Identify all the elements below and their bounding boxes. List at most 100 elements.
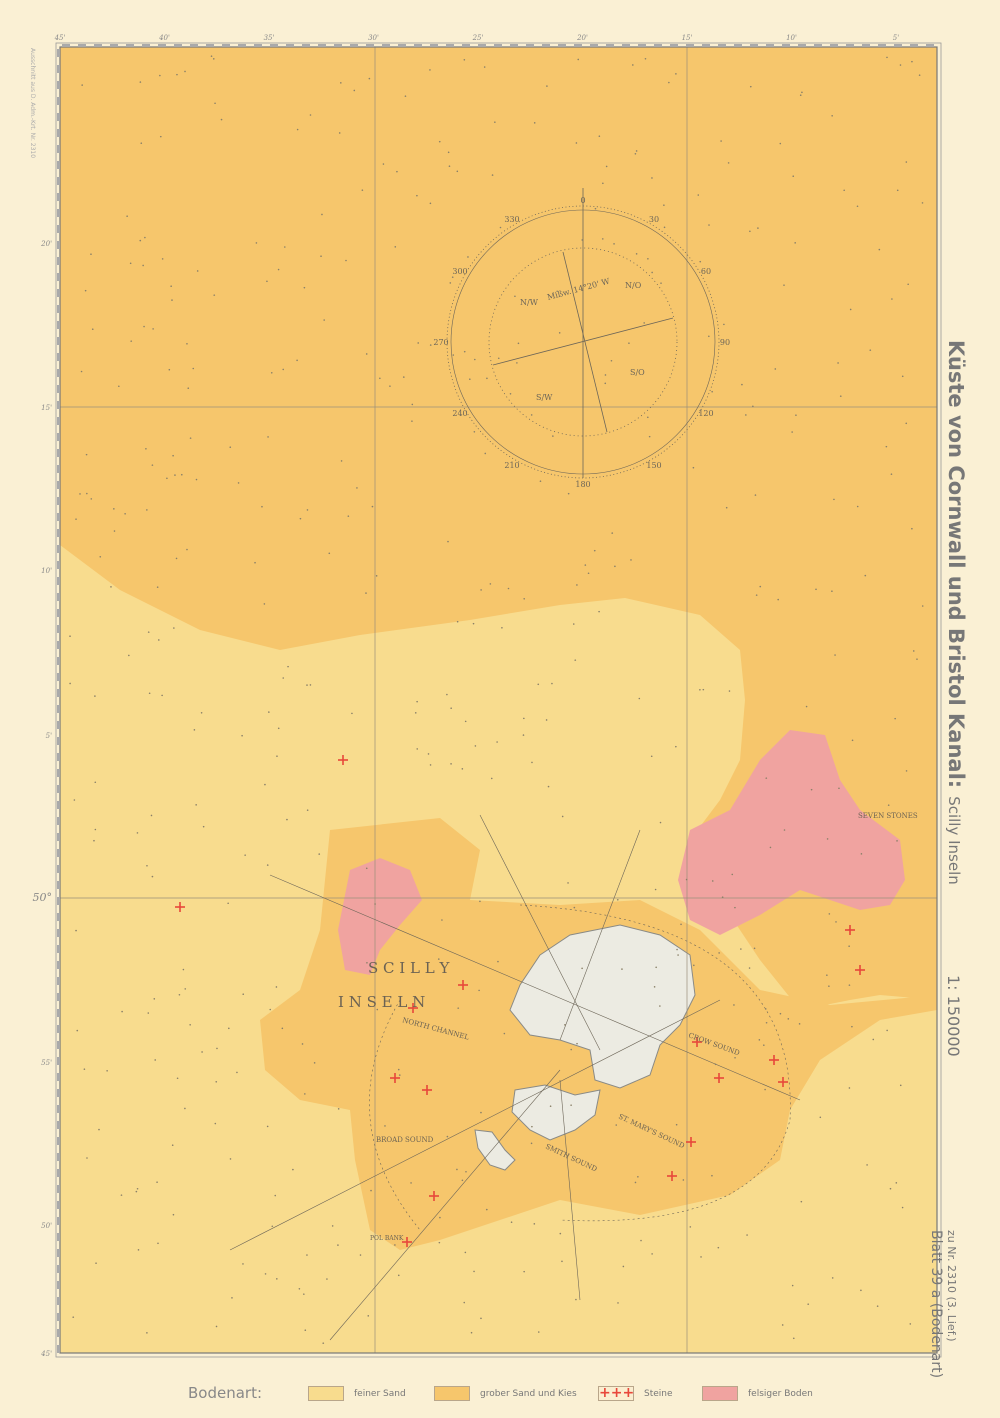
sounding-mark (533, 122, 536, 124)
scale-tick (57, 385, 60, 393)
sounding-mark (396, 170, 398, 173)
scale-tick (57, 1281, 60, 1289)
sounding-mark (417, 342, 420, 344)
sounding-mark (675, 745, 677, 748)
sounding-mark (700, 1256, 702, 1258)
sounding-mark (306, 1254, 308, 1256)
sounding-mark (441, 919, 443, 921)
stone-cross (686, 1137, 696, 1147)
sounding-mark (427, 753, 430, 755)
sounding-mark (292, 1168, 294, 1171)
sounding-mark (229, 446, 232, 449)
sounding-mark (255, 242, 258, 244)
sounding-mark (389, 385, 391, 387)
sounding-mark (531, 761, 533, 764)
scale-tick (57, 1073, 60, 1081)
sounding-mark (275, 986, 278, 988)
sounding-mark (711, 1174, 713, 1177)
sounding-mark (755, 594, 758, 596)
compass-degree-label: 90 (720, 338, 730, 347)
sounding-mark (601, 238, 604, 240)
sounding-mark (361, 189, 364, 191)
scale-tick (206, 44, 214, 47)
scale-tick (57, 337, 60, 345)
sounding-mark (598, 610, 600, 613)
sounding-mark (539, 480, 542, 483)
scale-tick (414, 44, 422, 47)
latitude-label: 15' (41, 404, 52, 412)
sounding-mark (798, 1023, 801, 1025)
sounding-mark (429, 69, 431, 71)
sounding-mark (142, 264, 144, 267)
sounding-mark (794, 242, 796, 244)
sounding-mark (73, 799, 76, 801)
sounding-mark (878, 248, 881, 251)
scale-tick (286, 44, 294, 47)
sounding-mark (522, 734, 525, 736)
scale-tick (57, 49, 60, 57)
latitude-label: 10' (41, 567, 52, 575)
sounding-mark (516, 362, 518, 364)
sounding-mark (659, 821, 662, 824)
sounding-mark (129, 262, 132, 265)
sounding-mark (72, 1316, 75, 1318)
scale-tick (57, 1297, 60, 1305)
sounding-mark (228, 1027, 230, 1030)
sounding-mark (849, 308, 852, 311)
sounding-mark (576, 584, 578, 586)
sounding-mark (170, 285, 172, 288)
sounding-mark (156, 1181, 158, 1183)
scale-tick (542, 44, 550, 47)
sounding-mark (90, 253, 92, 256)
sounding-mark (274, 1194, 277, 1197)
label-scilly: S C I L L Y (368, 959, 450, 977)
chart-reference-number: zu Nr. 2310 (3. Lief.) (945, 1230, 958, 1342)
sounding-mark (523, 717, 525, 720)
scale-tick (398, 44, 406, 47)
sounding-mark (835, 921, 837, 923)
sounding-mark (749, 230, 751, 233)
sounding-mark (549, 1105, 552, 1108)
sounding-mark (890, 473, 893, 475)
sounding-mark (530, 1142, 533, 1145)
sounding-mark (864, 574, 867, 577)
sounding-mark (269, 1008, 272, 1011)
sounding-mark (242, 993, 245, 996)
sounding-mark (86, 1157, 88, 1159)
sounding-mark (176, 1077, 179, 1080)
sounding-mark (446, 693, 448, 696)
scale-tick (446, 44, 454, 47)
legend-label: grober Sand und Kies (480, 1388, 577, 1399)
legend-item-stones: +++ Steine (598, 1386, 673, 1401)
sounding-mark (449, 282, 452, 284)
stone-cross (714, 1073, 724, 1083)
compass-direction-label: S/W (536, 393, 553, 402)
sounding-mark (621, 968, 623, 970)
scale-tick (78, 44, 86, 47)
scale-tick (574, 44, 582, 47)
legend-item-fine-sand: feiner Sand (308, 1386, 406, 1401)
sounding-mark (298, 1288, 301, 1290)
sounding-mark (655, 966, 657, 969)
sounding-mark (465, 1170, 467, 1173)
sounding-mark (614, 565, 616, 568)
sounding-mark (266, 280, 268, 283)
sounding-mark (848, 1087, 851, 1089)
latitude-label: 20' (40, 240, 52, 248)
sounding-mark (598, 135, 601, 137)
sounding-mark (792, 1337, 795, 1340)
scale-tick (830, 44, 838, 47)
sounding-mark (215, 1325, 218, 1328)
sounding-mark (154, 1059, 157, 1061)
scale-tick (57, 481, 60, 489)
sounding-mark (472, 622, 475, 625)
longitude-label: 35' (264, 34, 275, 42)
label-pol-bank: POL BANK (370, 1235, 404, 1242)
sounding-mark (296, 128, 299, 131)
scale-tick (526, 44, 534, 47)
sounding-mark (831, 115, 833, 117)
sounding-mark (365, 592, 367, 594)
scale-tick (94, 44, 102, 47)
sounding-mark (851, 1025, 853, 1028)
